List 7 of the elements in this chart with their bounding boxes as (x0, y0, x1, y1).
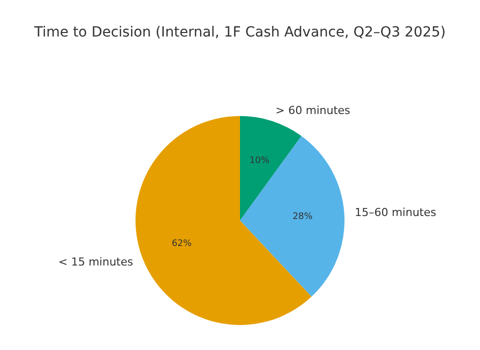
data-label: 62% (172, 238, 192, 249)
data-label: 10% (249, 156, 270, 166)
slice-label: > 60 minutes (276, 104, 351, 118)
slice-label: < 15 minutes (58, 256, 134, 269)
data-label: 28% (292, 212, 314, 222)
chart-title: Time to Decision (Internal, 1F Cash Advance, Q2–Q3 2025) (33, 24, 446, 41)
slice-label: 15–60 minutes (354, 206, 437, 220)
